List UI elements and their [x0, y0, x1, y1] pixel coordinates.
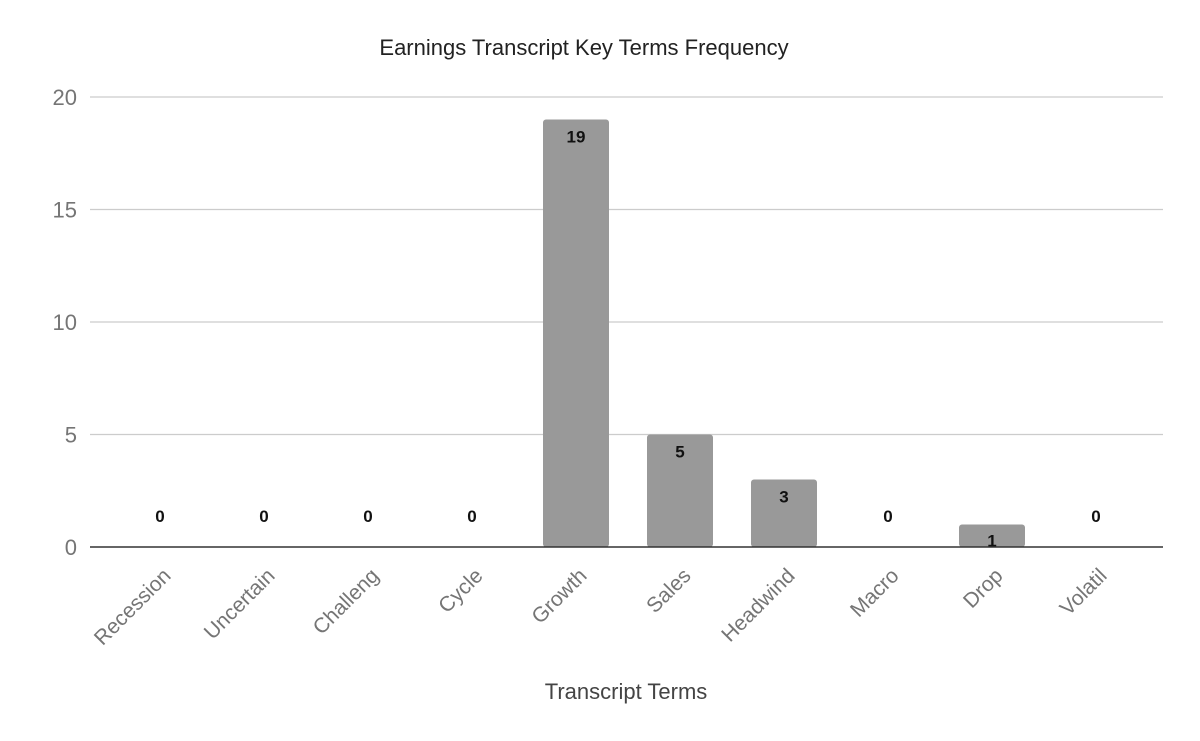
chart-title: Earnings Transcript Key Terms Frequency — [379, 35, 788, 60]
data-label: 0 — [883, 507, 892, 526]
x-tick-label: Macro — [846, 564, 904, 622]
bar-drop — [959, 524, 1025, 547]
data-label: 0 — [363, 507, 372, 526]
data-label: 0 — [259, 507, 268, 526]
data-label: 1 — [987, 532, 996, 551]
data-labels: 0 0 0 0 19 5 3 0 1 0 — [155, 128, 1100, 551]
data-label: 0 — [1091, 507, 1100, 526]
x-tick-label: Volatil — [1056, 564, 1112, 620]
bars — [543, 119, 1025, 547]
y-tick-label: 5 — [65, 423, 77, 448]
bar-headwind — [751, 479, 817, 547]
x-tick-label: Headwind — [717, 564, 799, 646]
x-axis-ticks: Recession Uncertain Challeng Cycle Growth Sal… — [90, 564, 1112, 650]
y-tick-label: 10 — [53, 310, 77, 335]
data-label: 3 — [779, 488, 788, 507]
gridlines — [90, 96, 1163, 436]
bar-growth — [543, 119, 609, 547]
data-label: 0 — [155, 507, 164, 526]
x-tick-label: Drop — [959, 564, 1007, 612]
x-axis-label: Transcript Terms — [545, 679, 708, 704]
data-label: 5 — [675, 443, 684, 462]
bar-sales — [647, 434, 713, 547]
data-label: 19 — [567, 128, 586, 147]
x-tick-label: Challeng — [309, 564, 384, 639]
x-tick-label: Cycle — [434, 564, 487, 617]
x-tick-label: Recession — [90, 564, 176, 650]
data-label: 0 — [467, 507, 476, 526]
y-tick-label: 0 — [65, 535, 77, 560]
y-tick-label: 15 — [53, 198, 77, 223]
y-tick-label: 20 — [53, 85, 77, 110]
x-tick-label: Uncertain — [200, 564, 280, 644]
x-tick-label: Sales — [642, 564, 695, 617]
y-axis-ticks: 0 5 10 15 20 — [53, 85, 77, 560]
x-tick-label: Growth — [527, 564, 591, 628]
